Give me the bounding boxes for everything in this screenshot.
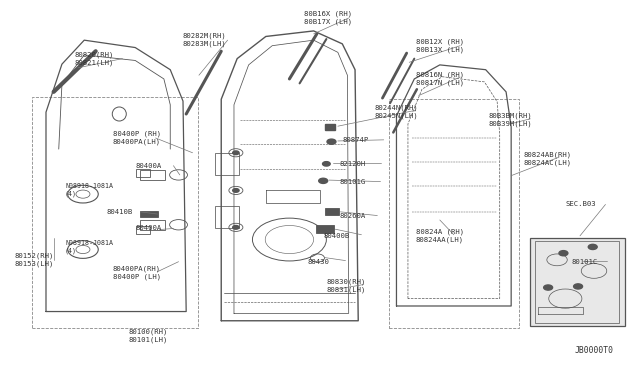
Text: 80820(RH)
80821(LH): 80820(RH) 80821(LH) <box>75 51 114 66</box>
Circle shape <box>233 225 239 229</box>
Text: 80152(RH)
80153(LH): 80152(RH) 80153(LH) <box>14 253 54 267</box>
Circle shape <box>233 151 239 155</box>
Bar <box>325 124 335 130</box>
Bar <box>215 153 239 175</box>
Text: 80430: 80430 <box>307 259 329 265</box>
Bar <box>215 206 239 228</box>
Circle shape <box>319 178 328 183</box>
Text: 80400A: 80400A <box>135 225 161 231</box>
Text: 80824A (RH)
80824AA(LH): 80824A (RH) 80824AA(LH) <box>415 229 464 243</box>
Text: 80101G: 80101G <box>339 179 365 185</box>
Bar <box>325 208 339 215</box>
Bar <box>136 169 150 177</box>
Circle shape <box>559 251 568 256</box>
Text: 80824AB(RH)
80824AC(LH): 80824AB(RH) 80824AC(LH) <box>524 151 572 166</box>
Text: 80816N (RH)
80817N (LH): 80816N (RH) 80817N (LH) <box>415 72 464 86</box>
Bar <box>316 225 334 233</box>
Text: 80400P (RH)
80400PA(LH): 80400P (RH) 80400PA(LH) <box>113 131 161 145</box>
Bar <box>531 238 625 326</box>
Text: 80410B: 80410B <box>106 209 132 215</box>
Text: 80101C: 80101C <box>572 259 598 265</box>
Text: JB0000T0: JB0000T0 <box>575 346 614 355</box>
Bar <box>536 241 620 323</box>
Bar <box>140 170 164 180</box>
Text: 80282M(RH)
80283M(LH): 80282M(RH) 80283M(LH) <box>183 33 227 47</box>
Text: 80B3BM(RH)
80B39M(LH): 80B3BM(RH) 80B39M(LH) <box>489 112 532 127</box>
Circle shape <box>588 244 597 250</box>
Text: 80B12X (RH)
80B13X (LH): 80B12X (RH) 80B13X (LH) <box>415 38 464 53</box>
Circle shape <box>233 189 239 192</box>
Text: SEC.B03: SEC.B03 <box>565 202 596 208</box>
Text: 80400B: 80400B <box>323 233 349 239</box>
Text: 80400A: 80400A <box>135 163 161 169</box>
Bar <box>140 211 158 217</box>
Text: 80100(RH)
80101(LH): 80100(RH) 80101(LH) <box>129 328 168 343</box>
Text: 80244N(RH)
80245N(LH): 80244N(RH) 80245N(LH) <box>374 105 418 119</box>
Circle shape <box>327 139 336 144</box>
Text: 82120H: 82120H <box>339 161 365 167</box>
Text: 80260A: 80260A <box>339 212 365 218</box>
Circle shape <box>543 285 552 290</box>
Bar <box>136 225 150 234</box>
Circle shape <box>323 161 330 166</box>
Circle shape <box>573 284 582 289</box>
Bar <box>140 219 164 230</box>
Text: 80B16X (RH)
80B17X (LH): 80B16X (RH) 80B17X (LH) <box>304 11 352 25</box>
Text: 80400PA(RH)
80400P (LH): 80400PA(RH) 80400P (LH) <box>113 266 161 280</box>
Text: 80830(RH)
80831(LH): 80830(RH) 80831(LH) <box>326 278 365 293</box>
Text: N08918-1081A
(4): N08918-1081A (4) <box>65 183 113 197</box>
Text: N08918-J081A
(4): N08918-J081A (4) <box>65 240 113 254</box>
Text: 80874P: 80874P <box>342 137 369 143</box>
